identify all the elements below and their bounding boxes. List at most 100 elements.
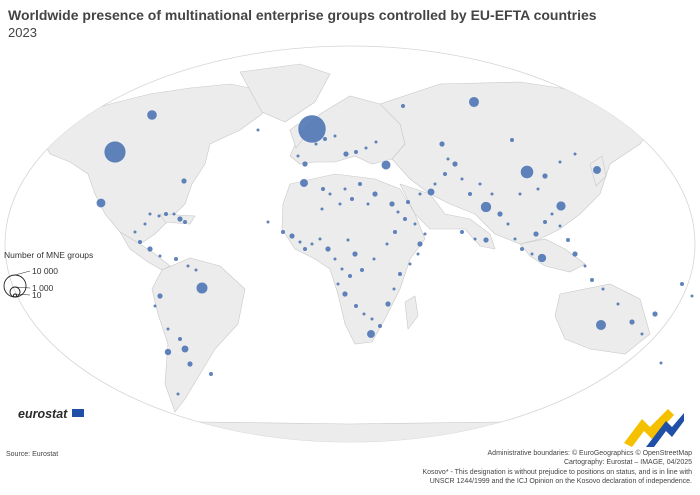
eurostat-swoosh-logo <box>624 409 684 447</box>
bubble-argentina <box>181 345 189 353</box>
bubble-small <box>325 246 331 252</box>
bubble-small <box>583 264 587 268</box>
bubble-small <box>393 230 397 234</box>
bubble-small <box>490 192 494 196</box>
bubble-small <box>478 182 482 186</box>
bubble-small <box>302 161 308 167</box>
footer-note-unscr: UNSCR 1244/1999 and the ICJ Opinion on t… <box>429 477 692 485</box>
bubble-chile <box>164 348 172 356</box>
bubble-small <box>343 151 349 157</box>
bubble-small <box>298 240 302 244</box>
bubble-small <box>406 200 410 204</box>
bubble-small <box>333 134 337 138</box>
bubble-small <box>333 257 337 261</box>
bubble-small <box>408 262 412 266</box>
bubble-small <box>281 230 285 234</box>
footer-note-boundaries: Administrative boundaries: © EuroGeograp… <box>487 450 692 457</box>
bubble-small <box>166 327 170 331</box>
bubble-small <box>194 268 198 272</box>
bubble-turkey <box>381 160 391 170</box>
world-map <box>4 45 696 443</box>
bubble-small <box>573 152 577 156</box>
bubble-small <box>680 282 684 286</box>
bubble-canada <box>146 109 158 121</box>
bubble-small <box>153 304 157 308</box>
legend-title: Number of MNE groups <box>4 250 94 260</box>
legend-circle-small <box>13 293 17 298</box>
bubble-singapore <box>555 200 567 212</box>
bubble-small <box>413 222 417 226</box>
bubble-small <box>403 217 407 221</box>
bubble-small <box>417 241 423 247</box>
bubble-small <box>616 302 620 306</box>
south-america-land <box>151 257 246 413</box>
bubble-small <box>497 211 503 217</box>
bubble-small <box>510 138 514 142</box>
bubble-small <box>452 161 458 167</box>
map-subtitle: 2023 <box>8 25 37 40</box>
madagascar-land <box>404 295 419 330</box>
bubble-small <box>398 272 402 276</box>
southeast-asia-land <box>519 238 586 273</box>
bubble-small <box>416 252 420 256</box>
bubble-small <box>354 304 358 308</box>
bubble-small <box>443 172 447 176</box>
australia-land <box>554 283 651 355</box>
bubble-small <box>336 282 340 286</box>
bubble-small <box>318 237 322 241</box>
bubble-small <box>181 178 187 184</box>
bubble-small <box>364 146 368 150</box>
bubble-small <box>392 287 396 291</box>
bubble-small <box>572 251 578 257</box>
bubble-small <box>378 324 382 328</box>
bubble-small <box>362 312 366 316</box>
africa-land <box>281 173 426 345</box>
bubble-small <box>187 361 193 367</box>
bubble-small <box>401 104 405 108</box>
legend-circle-medium <box>9 286 21 298</box>
bubble-small <box>520 247 524 251</box>
bubble-russia <box>468 96 480 108</box>
bubble-small <box>172 212 176 216</box>
bubble-small <box>558 224 562 228</box>
bubble-small <box>358 182 362 186</box>
eu-flag-icon <box>72 409 84 417</box>
bubble-small <box>352 251 358 257</box>
bubble-small <box>385 242 389 246</box>
bubble-small <box>340 267 344 271</box>
bubble-india <box>480 201 492 213</box>
bubble-small <box>372 191 378 197</box>
bubble-small <box>289 233 295 239</box>
map-title: Worldwide presence of multinational ente… <box>8 7 597 23</box>
bubble-small <box>439 141 445 147</box>
bubble-united-states <box>103 140 127 164</box>
legend-label-1000: 1 000 <box>32 283 54 293</box>
bubble-small <box>536 187 540 191</box>
bubble-small <box>370 317 374 321</box>
bubble-small <box>343 187 347 191</box>
bubble-south-africa <box>366 329 376 339</box>
bubble-small <box>601 287 605 291</box>
bubble-small <box>389 201 395 207</box>
bubble-small <box>303 247 307 251</box>
bubble-small <box>310 242 314 246</box>
north-america-land <box>39 83 271 245</box>
bubble-small <box>590 278 594 282</box>
bubble-small <box>314 142 318 146</box>
bubble-brazil <box>196 282 208 294</box>
bubble-small <box>423 232 427 236</box>
bubble-japan <box>592 165 602 175</box>
bubble-small <box>629 319 635 325</box>
bubble-small <box>418 192 422 196</box>
source-note: Source: Eurostat <box>6 451 59 458</box>
legend: 10 000 1 000 10 <box>3 266 58 300</box>
bubble-small <box>342 291 348 297</box>
bubble-small <box>566 238 570 242</box>
bubble-small <box>143 222 147 226</box>
bubble-united-arab-emirates <box>427 188 435 196</box>
bubble-small <box>360 268 364 272</box>
bubble-small <box>346 238 350 242</box>
bubble-small <box>157 293 163 299</box>
bubble-small <box>209 372 213 376</box>
eurostat-logo-text: eurostat <box>18 407 68 421</box>
